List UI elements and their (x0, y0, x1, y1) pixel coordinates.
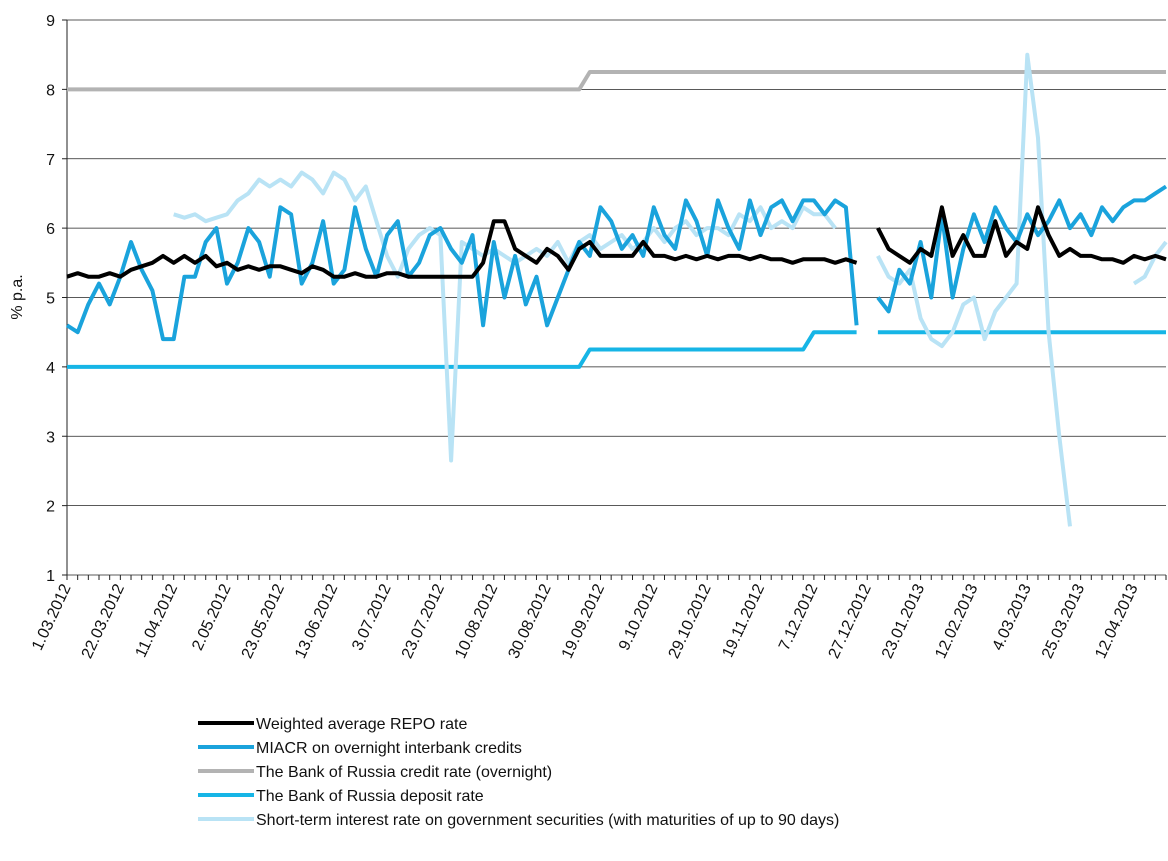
x-tick-label: 2.05.2012 (189, 581, 235, 653)
series-line (173, 52, 1168, 527)
x-tick-label: 23.07.2012 (399, 581, 448, 661)
series-line (67, 70, 1166, 92)
x-tick-label: 1.03.2012 (29, 581, 75, 653)
x-tick-label: 27.12.2012 (826, 581, 875, 661)
y-tick-label: 1 (46, 568, 55, 585)
y-tick-label: 2 (46, 499, 55, 516)
x-tick-label: 23.01.2013 (879, 581, 928, 661)
x-tick-label: 25.03.2013 (1039, 581, 1088, 661)
x-tick-label: 3.07.2012 (349, 581, 395, 653)
x-tick-label: 23.05.2012 (239, 581, 288, 661)
y-tick-label: 6 (46, 221, 55, 238)
legend-label: The Bank of Russia credit rate (overnigh… (256, 764, 552, 781)
series-line (65, 184, 1168, 342)
x-tick-label: 10.08.2012 (452, 581, 501, 661)
series-line (66, 205, 1167, 279)
y-tick-label: 5 (46, 291, 55, 308)
x-tick-label: 22.03.2012 (79, 581, 128, 661)
y-tick-label: 8 (46, 82, 55, 99)
x-tick-label: 19.09.2012 (559, 581, 608, 661)
x-tick-label: 9.10.2012 (616, 581, 662, 653)
x-tick-label: 4.03.2013 (989, 581, 1035, 653)
y-tick-label: 3 (46, 429, 55, 446)
y-tick-label: 4 (46, 360, 55, 377)
x-tick-label: 13.06.2012 (292, 581, 341, 661)
legend-label: Short-term interest rate on government s… (256, 812, 839, 829)
legend-label: Weighted average REPO rate (256, 716, 467, 733)
series-line (67, 330, 1166, 369)
x-tick-label: 30.08.2012 (506, 581, 555, 661)
y-tick-label: 7 (46, 152, 55, 169)
x-tick-label: 12.04.2013 (1092, 581, 1141, 661)
legend-label: MIACR on overnight interbank credits (256, 740, 522, 757)
y-axis-label: % p.a. (9, 274, 26, 319)
y-tick-label: 9 (46, 13, 55, 30)
x-tick-label: 29.10.2012 (666, 581, 715, 661)
x-tick-label: 12.02.2013 (932, 581, 981, 661)
legend-label: The Bank of Russia deposit rate (256, 788, 484, 805)
x-tick-label: 7.12.2012 (776, 581, 822, 653)
x-tick-label: 19.11.2012 (719, 581, 768, 660)
x-tick-label: 11.04.2012 (133, 581, 182, 660)
